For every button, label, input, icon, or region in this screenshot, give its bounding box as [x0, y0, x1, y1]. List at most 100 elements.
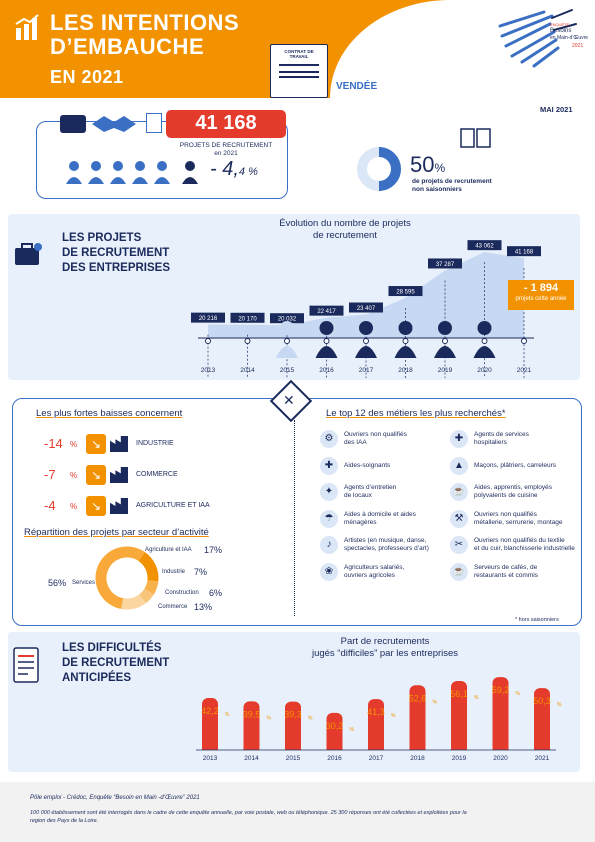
difficulty-year-label: 2018: [410, 755, 425, 762]
contract-icon: CONTRAT DE TRAVAIL: [270, 44, 328, 98]
job-icon: ☕: [450, 483, 468, 501]
difficulty-chart-title-1: Part de recrutements: [340, 636, 430, 647]
change-value-dec: 4 %: [238, 166, 258, 178]
baisse-label: AGRICULTURE ET IAA: [136, 502, 210, 509]
job-icon: ☕: [450, 562, 468, 581]
difficulty-bar-body: [534, 694, 550, 750]
evolution-year-label: 2018: [398, 367, 413, 374]
difficulty-value-pct: %: [267, 715, 272, 721]
baisse-pct: -14: [44, 436, 63, 451]
donut-slice: [95, 546, 145, 609]
person-head-icon: [359, 321, 373, 335]
person-body-icon: [355, 346, 377, 358]
nonseasonal-pct-sign: %: [434, 161, 446, 175]
job-label-line2: et du cuir, blanchisserie industrielle: [474, 545, 575, 552]
job-label-line1: Agents d’entretien: [344, 484, 397, 491]
repartition-label: Commerce: [158, 604, 188, 610]
difficulty-value-pct: %: [225, 712, 230, 718]
job-label-line1: Ouvriers non qualifiés: [474, 510, 537, 518]
job-label-line2: des IAA: [344, 439, 367, 446]
page-title-line2: D’EMBAUCHE: [50, 34, 205, 59]
bmo-logo: ENQUÊTE Besoins en Main-d’Œuvre 2021: [492, 6, 588, 72]
top12-footnote: * hors saisonniers: [515, 617, 559, 623]
evolution-value-label: 20 170: [238, 316, 257, 322]
difficulty-year-label: 2019: [452, 755, 467, 762]
baisse-pct-sign: %: [70, 502, 78, 511]
repartition-value: 13%: [194, 602, 213, 612]
donut-slice: [139, 588, 154, 604]
top12-title: Le top 12 des métiers les plus recherché…: [326, 408, 506, 419]
baisse-pct-sign: %: [70, 471, 78, 480]
difficulty-bar-body: [368, 705, 384, 750]
evolution-value-label: 20 216: [199, 316, 218, 322]
difficulty-value-pct: %: [308, 716, 313, 722]
job-label-line2: métallerie, serrurerie, montage: [474, 518, 563, 526]
job-label-line1: Ouvriers non qualifiés du textile: [474, 537, 565, 544]
evolution-value-pill: [191, 312, 225, 323]
job-icon: ✚: [320, 456, 338, 475]
bmo-logo-graphic: [498, 9, 577, 68]
difficulty-value-label: 39,3: [284, 710, 302, 720]
projects-section-title-3: DES ENTREPRISES: [62, 262, 170, 274]
person-head-icon: [438, 321, 452, 335]
evolution-point: [205, 338, 211, 344]
delta-value: - 1 894: [523, 282, 559, 294]
nonseasonal-pct-value: 50: [410, 152, 435, 177]
baisses-title: Les plus fortes baisses concernent: [36, 408, 183, 419]
evolution-chart-title-2: de recrutement: [313, 230, 377, 241]
evolution-value-pill: [507, 246, 541, 257]
evolution-value-label: 37 287: [436, 262, 455, 268]
job-label-line2: ouvriers agricoles: [344, 571, 395, 579]
evolution-year-label: 2017: [359, 367, 374, 374]
evolution-value-pill: [270, 313, 304, 324]
evolution-year-label: 2020: [477, 367, 492, 374]
difficulty-bar-chart: 42,2 % 2013 39,5 % 2014 39,3 % 2015 30,2 % 2016 41,3…: [196, 677, 562, 762]
job-icon: ▲: [450, 456, 468, 475]
evolution-point: [363, 338, 369, 344]
difficulty-value-label: 50,3: [533, 696, 551, 706]
difficulty-year-label: 2016: [327, 755, 342, 762]
people-row-icons: [64, 160, 204, 186]
job-icon: ☂: [320, 509, 338, 528]
delta-label: projets cette année: [515, 296, 567, 302]
person-head-icon: [398, 321, 413, 335]
difficulty-value-label: 56,1: [450, 689, 468, 699]
donut-slice: [121, 594, 146, 610]
person-head-icon: [319, 321, 334, 335]
down-arrow-icon: ↘: [86, 465, 106, 485]
change-value-int: - 4,: [210, 158, 239, 180]
evolution-year-label: 2014: [240, 367, 255, 374]
difficulty-value-pct: %: [391, 713, 396, 719]
change-value: - 4,4 %: [210, 158, 258, 181]
difficulty-value-label: 41,3: [367, 707, 385, 717]
evolution-value-pill: [309, 305, 344, 316]
repartition-label: Agriculture et IAA: [145, 547, 192, 553]
baisse-pct-sign: %: [70, 440, 78, 449]
job-label-line1: Ouvriers non qualifiés: [344, 431, 407, 438]
baisse-pct: -4: [44, 498, 56, 513]
evolution-value-label: 41 168: [515, 250, 534, 256]
repartition-value: 56%: [48, 578, 67, 588]
summary-box: [36, 121, 288, 199]
baisse-label: INDUSTRIE: [136, 440, 174, 447]
evolution-chart-title-1: Évolution du nombre de projets: [279, 218, 411, 229]
evolution-year-label: 2019: [438, 367, 453, 374]
nonseasonal-label-1: de projets de recrutement: [412, 178, 492, 185]
person-head-icon: [280, 321, 294, 335]
page-title-line3: EN 2021: [50, 67, 124, 87]
evolution-value-label: 20 032: [278, 317, 297, 323]
job-icon: ⚙: [320, 430, 338, 448]
job-label-line2: restaurants et commis: [474, 571, 538, 579]
evolution-year-label: 2016: [319, 367, 334, 374]
difficulty-bar-body: [409, 691, 426, 750]
projects-section-title-2: DE RECRUTEMENT: [62, 247, 170, 259]
job-icon: ✚: [450, 430, 468, 448]
footer-bg: [0, 782, 595, 842]
person-body-icon: [473, 346, 496, 358]
briefcase-icon: [60, 115, 86, 133]
difficulty-bar-body: [492, 683, 509, 750]
job-label-line1: Aides, apprentis, employés: [474, 484, 553, 491]
projects-value: 41 168: [195, 112, 257, 134]
chart-icon: [14, 14, 42, 42]
difficulty-year-label: 2017: [369, 755, 384, 762]
